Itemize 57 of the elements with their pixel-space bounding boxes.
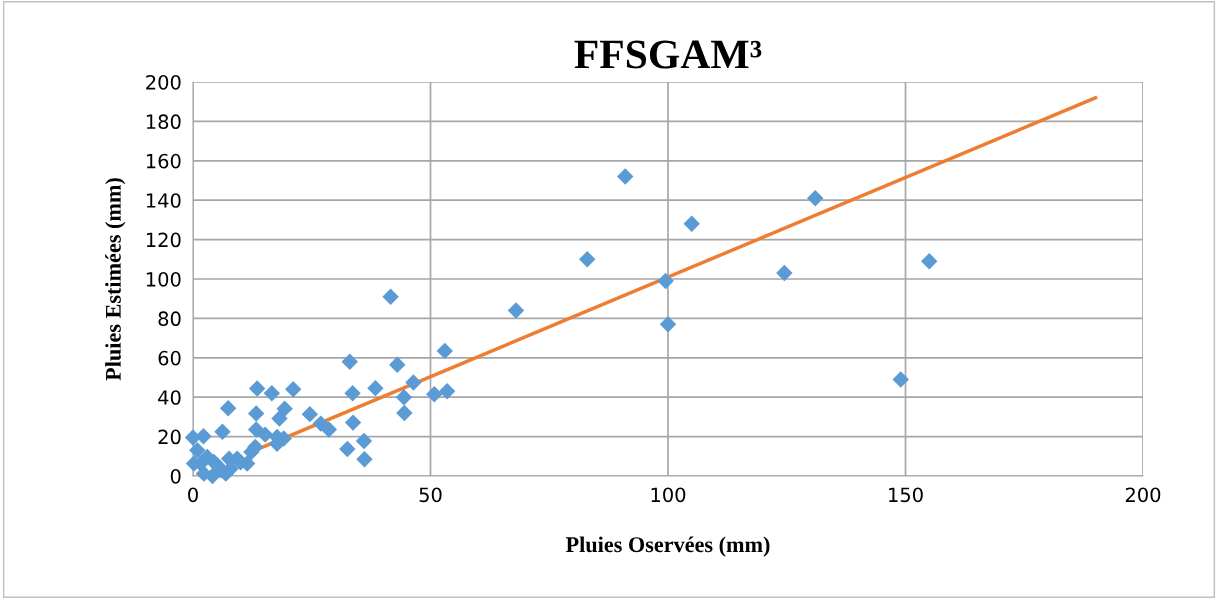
point: [426, 386, 443, 403]
point: [659, 316, 677, 333]
point: [214, 423, 231, 440]
point: [285, 381, 302, 398]
point: [436, 342, 453, 360]
point: [301, 405, 319, 423]
y-tick-label: 20: [158, 429, 181, 445]
point: [617, 168, 634, 185]
x-tick-label: 100: [651, 487, 686, 503]
point: [189, 441, 206, 459]
x-tick-label: 200: [1125, 487, 1161, 503]
point: [382, 288, 399, 305]
point: [507, 302, 525, 319]
point: [657, 272, 674, 290]
point: [344, 414, 362, 431]
point: [389, 356, 406, 373]
point: [683, 215, 700, 233]
y-tick-label: 200: [146, 74, 181, 90]
y-tick-label: 80: [158, 311, 181, 327]
y-tick-label: 0: [170, 468, 181, 484]
point: [263, 385, 281, 402]
point: [320, 421, 338, 438]
point: [276, 400, 293, 417]
point: [367, 379, 384, 397]
point: [892, 371, 909, 388]
chart-title: FFSGAM³: [574, 40, 762, 69]
y-tick-label: 180: [146, 114, 181, 130]
x-tick-label: 50: [419, 487, 442, 503]
y-tick-label: 160: [146, 153, 181, 169]
y-axis-title: Pluies Estimées (mm): [105, 178, 126, 381]
point: [356, 451, 373, 468]
point: [344, 385, 361, 402]
point: [579, 251, 596, 268]
y-tick-label: 40: [158, 390, 181, 405]
point: [219, 400, 237, 417]
point: [312, 415, 329, 432]
y-tick-label: 120: [146, 232, 181, 248]
point: [247, 405, 265, 422]
point: [395, 388, 413, 406]
point: [271, 410, 288, 427]
point: [339, 440, 356, 458]
point: [776, 264, 793, 282]
point: [256, 426, 274, 443]
y-tick-label: 100: [146, 271, 181, 287]
point: [807, 190, 824, 207]
x-axis-title: Pluies Oservées (mm): [565, 536, 770, 557]
point: [405, 374, 422, 391]
point: [396, 404, 413, 422]
point: [341, 353, 358, 370]
x-tick-label: 0: [188, 487, 198, 503]
point: [438, 383, 456, 400]
x-tick-label: 150: [889, 487, 923, 503]
y-tick-label: 60: [158, 350, 181, 366]
y-tick-label: 140: [146, 193, 181, 208]
point: [248, 380, 266, 397]
point: [921, 253, 938, 270]
point: [355, 432, 373, 450]
